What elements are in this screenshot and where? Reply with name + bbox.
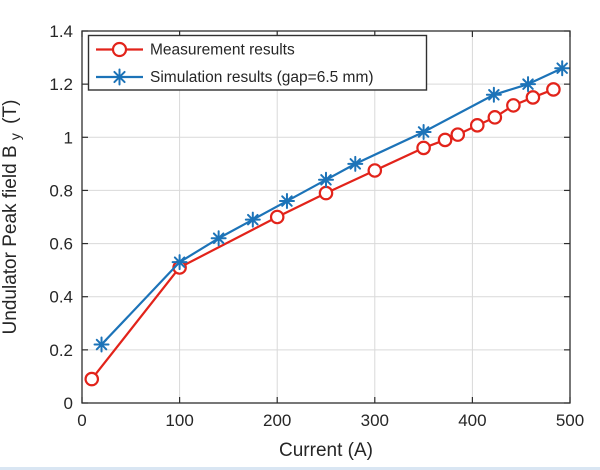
x-tick-label: 0 xyxy=(77,411,86,430)
plot-box xyxy=(81,30,571,404)
simulation-marker xyxy=(318,171,334,188)
measurement-marker xyxy=(437,132,453,148)
y-tick-label: 0.2 xyxy=(49,341,73,360)
measurement-marker xyxy=(487,110,503,125)
measurement-marker xyxy=(469,118,485,133)
measurement-marker xyxy=(450,127,466,142)
x-tick-label: 200 xyxy=(263,411,291,430)
x-axis-label: Current (A) xyxy=(279,440,373,461)
x-tick-label: 500 xyxy=(556,411,584,430)
simulation-marker xyxy=(485,86,502,103)
x-tick-label: 400 xyxy=(458,411,486,430)
y-axis-label-unit: (T) xyxy=(0,100,21,124)
y-tick-label: 0.8 xyxy=(49,181,73,200)
simulation-line xyxy=(100,67,563,346)
simulation-marker xyxy=(210,230,227,247)
simulation-marker xyxy=(415,123,432,140)
measurement-marker xyxy=(506,98,521,113)
y-tick-label: 1 xyxy=(64,128,73,147)
y-tick-label: 1.4 xyxy=(49,22,73,41)
y-tick-label: 0 xyxy=(64,394,73,413)
legend-border xyxy=(87,34,428,91)
y-tick-label: 0.4 xyxy=(49,288,73,307)
simulation-marker xyxy=(278,193,295,210)
simulation-legend-marker xyxy=(111,68,128,86)
measurement-marker xyxy=(318,185,334,201)
simulation-marker xyxy=(554,60,571,77)
tick-labels: 0 100 200 300 400 500 0 0.2 0.4 0.6 0.8 1 1.2 1.4 xyxy=(49,22,584,430)
simulation-marker xyxy=(244,211,261,228)
axes-border xyxy=(81,30,571,404)
x-tick-label: 100 xyxy=(165,411,193,430)
measurement-marker xyxy=(367,163,383,178)
y-axis-label-main: Undulator Peak field B xyxy=(0,145,21,334)
measurement-marker xyxy=(84,371,100,387)
series-layer xyxy=(84,60,571,387)
legend-entry-measurement: Measurement results xyxy=(150,42,295,59)
measurement-marker xyxy=(546,82,561,97)
legend-samples xyxy=(96,41,143,86)
y-tick-label: 1.2 xyxy=(49,75,73,94)
bottom-edge-strip xyxy=(0,467,600,470)
y-axis-label: Undulator Peak field B y (T) xyxy=(0,100,25,335)
measurement-legend-marker xyxy=(111,41,128,58)
measurement-marker xyxy=(525,90,541,105)
y-axis-label-subscript: y xyxy=(7,133,23,140)
measurement-marker xyxy=(416,140,431,156)
measurement-marker xyxy=(269,209,285,225)
legend-entry-simulation: Simulation results (gap=6.5 mm) xyxy=(150,69,374,86)
simulation-marker xyxy=(520,76,537,93)
tick-marks xyxy=(81,30,571,404)
simulation-marker xyxy=(347,155,364,172)
x-tick-label: 300 xyxy=(361,411,389,430)
simulation-marker xyxy=(171,254,188,271)
y-tick-label: 0.6 xyxy=(49,235,73,254)
simulation-marker xyxy=(93,336,110,353)
measurement-line xyxy=(90,88,554,380)
legend: Measurement results Simulation results (… xyxy=(87,34,428,91)
